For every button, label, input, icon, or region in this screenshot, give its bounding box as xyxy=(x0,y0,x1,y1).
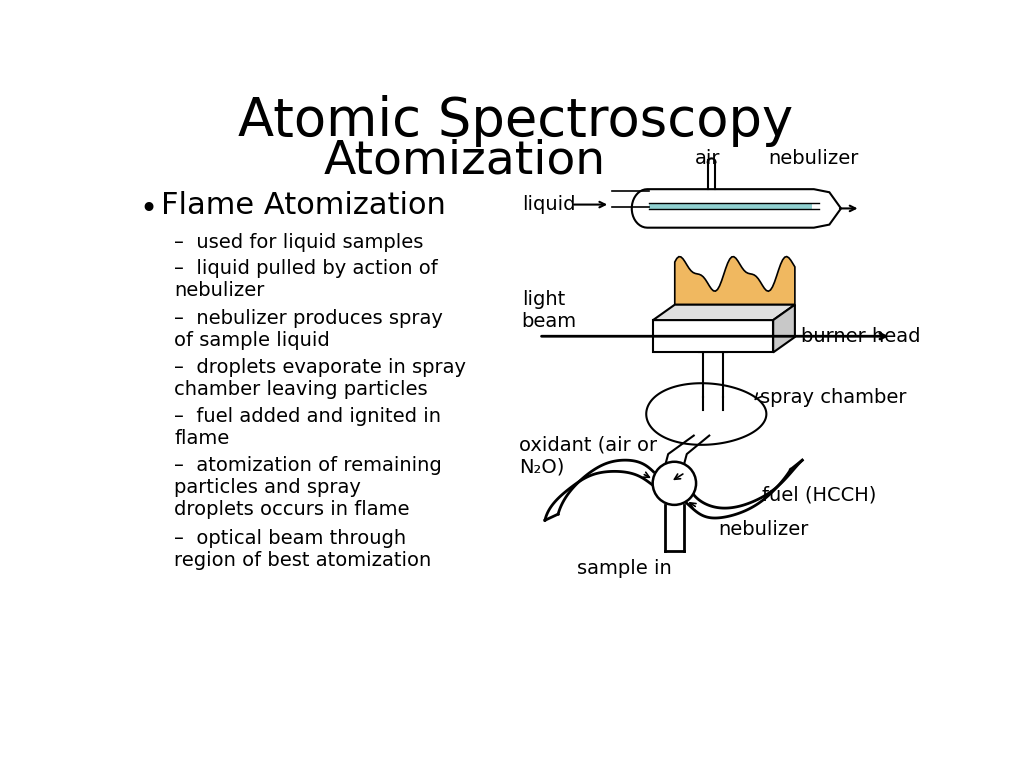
Text: –  droplets evaporate in spray
chamber leaving particles: – droplets evaporate in spray chamber le… xyxy=(174,358,467,399)
Text: –  used for liquid samples: – used for liquid samples xyxy=(174,233,424,252)
Text: sample in: sample in xyxy=(577,558,672,578)
Bar xyxy=(653,320,773,353)
Text: Flame Atomization: Flame Atomization xyxy=(162,190,446,220)
Text: burner head: burner head xyxy=(801,326,921,346)
Polygon shape xyxy=(675,257,795,305)
Circle shape xyxy=(652,462,696,505)
Text: fuel (HCCH): fuel (HCCH) xyxy=(762,485,877,505)
Polygon shape xyxy=(653,305,795,320)
Text: liquid: liquid xyxy=(521,195,575,214)
Text: Atomic Spectroscopy: Atomic Spectroscopy xyxy=(238,95,794,147)
Text: spray chamber: spray chamber xyxy=(760,388,906,406)
Text: •: • xyxy=(139,194,158,223)
Polygon shape xyxy=(646,383,766,445)
Text: nebulizer: nebulizer xyxy=(769,149,859,168)
Text: –  optical beam through
region of best atomization: – optical beam through region of best at… xyxy=(174,528,432,570)
Text: –  fuel added and ignited in
flame: – fuel added and ignited in flame xyxy=(174,407,441,448)
Text: oxidant (air or
N₂O): oxidant (air or N₂O) xyxy=(519,436,657,477)
Polygon shape xyxy=(773,305,795,353)
Text: Atomization: Atomization xyxy=(324,139,606,184)
Text: –  atomization of remaining
particles and spray
droplets occurs in flame: – atomization of remaining particles and… xyxy=(174,456,442,519)
Text: –  nebulizer produces spray
of sample liquid: – nebulizer produces spray of sample liq… xyxy=(174,309,443,349)
Text: –  liquid pulled by action of
nebulizer: – liquid pulled by action of nebulizer xyxy=(174,260,438,300)
Text: air: air xyxy=(695,149,721,168)
Polygon shape xyxy=(632,189,841,227)
Bar xyxy=(649,203,812,209)
Text: nebulizer: nebulizer xyxy=(719,520,809,539)
Text: light
beam: light beam xyxy=(521,290,577,331)
